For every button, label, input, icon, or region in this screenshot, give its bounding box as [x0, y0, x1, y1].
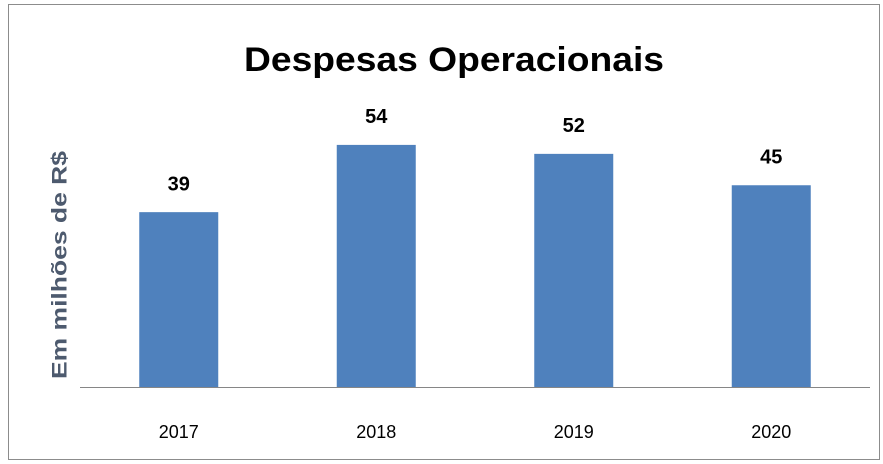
data-label: 39	[168, 173, 190, 195]
chart-title: Despesas Operacionais	[244, 41, 664, 79]
bar	[731, 185, 811, 387]
x-tick-label: 2018	[356, 422, 396, 442]
bar	[336, 144, 416, 387]
x-tick-label: 2019	[554, 422, 594, 442]
x-tick-label: 2017	[159, 422, 199, 442]
data-label: 54	[365, 106, 388, 128]
data-label: 52	[563, 115, 585, 137]
bar	[139, 212, 219, 387]
data-label: 45	[760, 147, 782, 169]
bar	[534, 153, 614, 387]
y-axis-label: Em milhões de R$	[49, 151, 72, 379]
x-tick-label: 2020	[751, 422, 791, 442]
